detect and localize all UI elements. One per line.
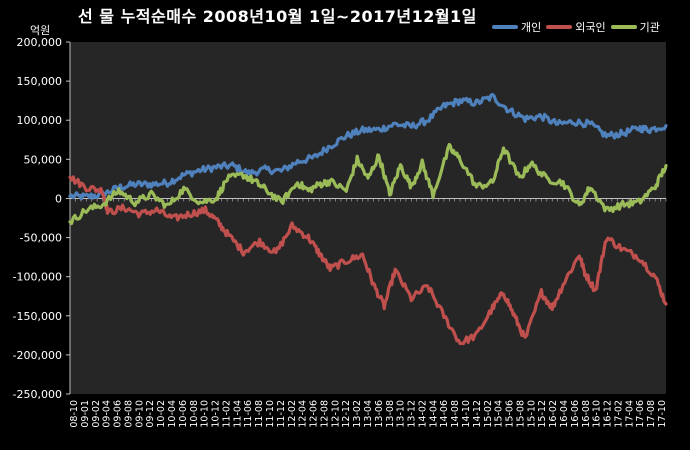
legend-item-외국인: 외국인	[546, 19, 606, 35]
x-tick-label: 16-08	[581, 400, 592, 428]
x-tick-label: 10-02	[156, 400, 167, 428]
y-tick-label: -250,000	[13, 388, 62, 401]
plot-area	[70, 42, 666, 394]
x-tick-label: 14-02	[417, 400, 428, 428]
x-tick-label: 12-10	[330, 400, 341, 428]
y-tick-label: -50,000	[20, 232, 62, 245]
x-tick-label: 14-12	[472, 400, 483, 428]
x-tick-label: 16-06	[570, 400, 581, 428]
x-tick-label: 13-10	[396, 400, 407, 428]
chart-title: 선 물 누적순매수 2008년10월 1일~2017년12월1일	[78, 7, 477, 26]
x-tick-label: 14-06	[439, 400, 450, 428]
x-tick-label: 11-12	[276, 400, 287, 428]
x-tick-label: 15-04	[494, 400, 505, 428]
x-tick-label: 15-12	[537, 400, 548, 428]
legend-swatch-개인	[492, 25, 518, 29]
legend: 개인 외국인 기관	[492, 19, 660, 35]
x-tick-label: 16-02	[548, 400, 559, 428]
x-tick-label: 16-10	[592, 400, 603, 428]
x-tick-label: 17-08	[646, 400, 657, 428]
x-tick-label: 14-08	[450, 400, 461, 428]
y-tick-label: -200,000	[13, 349, 62, 362]
y-tick-label: 200,000	[17, 36, 63, 49]
legend-item-개인: 개인	[492, 19, 541, 35]
x-tick-label: 10-04	[167, 400, 178, 428]
x-tick-label: 16-04	[559, 400, 570, 428]
y-tick-label: 0	[55, 192, 62, 205]
legend-item-기관: 기관	[610, 19, 660, 35]
x-tick-label: 12-12	[341, 400, 352, 428]
x-tick-label: 15-06	[505, 400, 516, 428]
y-tick-label: -100,000	[13, 271, 62, 284]
x-tick-label: 12-02	[287, 400, 298, 428]
x-tick-label: 10-08	[189, 400, 200, 428]
x-tick-label: 11-08	[254, 400, 265, 428]
x-tick-label: 12-08	[319, 400, 330, 428]
x-tick-label: 13-08	[385, 400, 396, 428]
y-tick-label: -150,000	[13, 310, 62, 323]
x-tick-label: 17-06	[635, 400, 646, 428]
x-tick-label: 09-01	[80, 400, 91, 428]
x-tick-label: 09-02	[91, 400, 102, 428]
x-tick-label: 13-04	[363, 400, 374, 428]
x-tick-label: 12-04	[298, 400, 309, 428]
x-tick-label: 11-02	[221, 400, 232, 428]
x-tick-label: 12-06	[309, 400, 320, 428]
series-line-개인	[68, 92, 668, 201]
x-tick-label: 17-04	[624, 400, 635, 428]
x-tick-label: 10-10	[200, 400, 211, 428]
legend-swatch-기관	[610, 25, 637, 29]
x-tick-label: 14-04	[428, 400, 439, 428]
y-tick-label: 150,000	[17, 75, 63, 88]
x-tick-label: 08-10	[69, 400, 80, 428]
x-tick-label: 15-08	[515, 400, 526, 428]
y-axis-unit-label: 억원	[30, 24, 51, 37]
x-tick-label: 09-10	[134, 400, 145, 428]
legend-label-개인: 개인	[521, 21, 542, 34]
x-tick-label: 15-02	[483, 400, 494, 428]
legend-swatch-외국인	[546, 25, 573, 29]
x-tick-label: 15-10	[526, 400, 537, 428]
x-tick-label: 13-06	[374, 400, 385, 428]
y-tick-label: 100,000	[17, 114, 63, 127]
x-tick-label: 11-10	[265, 400, 276, 428]
x-tick-label: 09-12	[145, 400, 156, 428]
legend-label-기관: 기관	[639, 21, 660, 34]
legend-label-외국인: 외국인	[575, 21, 606, 34]
x-tick-label: 11-04	[232, 400, 243, 428]
x-tick-label: 13-12	[407, 400, 418, 428]
x-tick-label: 14-10	[461, 400, 472, 428]
x-tick-label: 16-12	[603, 400, 614, 428]
x-tick-label: 10-12	[211, 400, 222, 428]
x-tick-label: 17-10	[657, 400, 668, 428]
series-line-외국인	[68, 175, 668, 346]
x-tick-label: 10-06	[178, 400, 189, 428]
series-line-기관	[68, 142, 668, 226]
x-tick-label: 09-06	[113, 400, 124, 428]
x-tick-label: 11-06	[243, 400, 254, 428]
x-tick-label: 09-08	[123, 400, 134, 428]
x-tick-label: 17-02	[613, 400, 624, 428]
y-tick-label: 50,000	[24, 153, 63, 166]
x-tick-label: 13-02	[352, 400, 363, 428]
x-tick-label: 09-04	[102, 400, 113, 428]
